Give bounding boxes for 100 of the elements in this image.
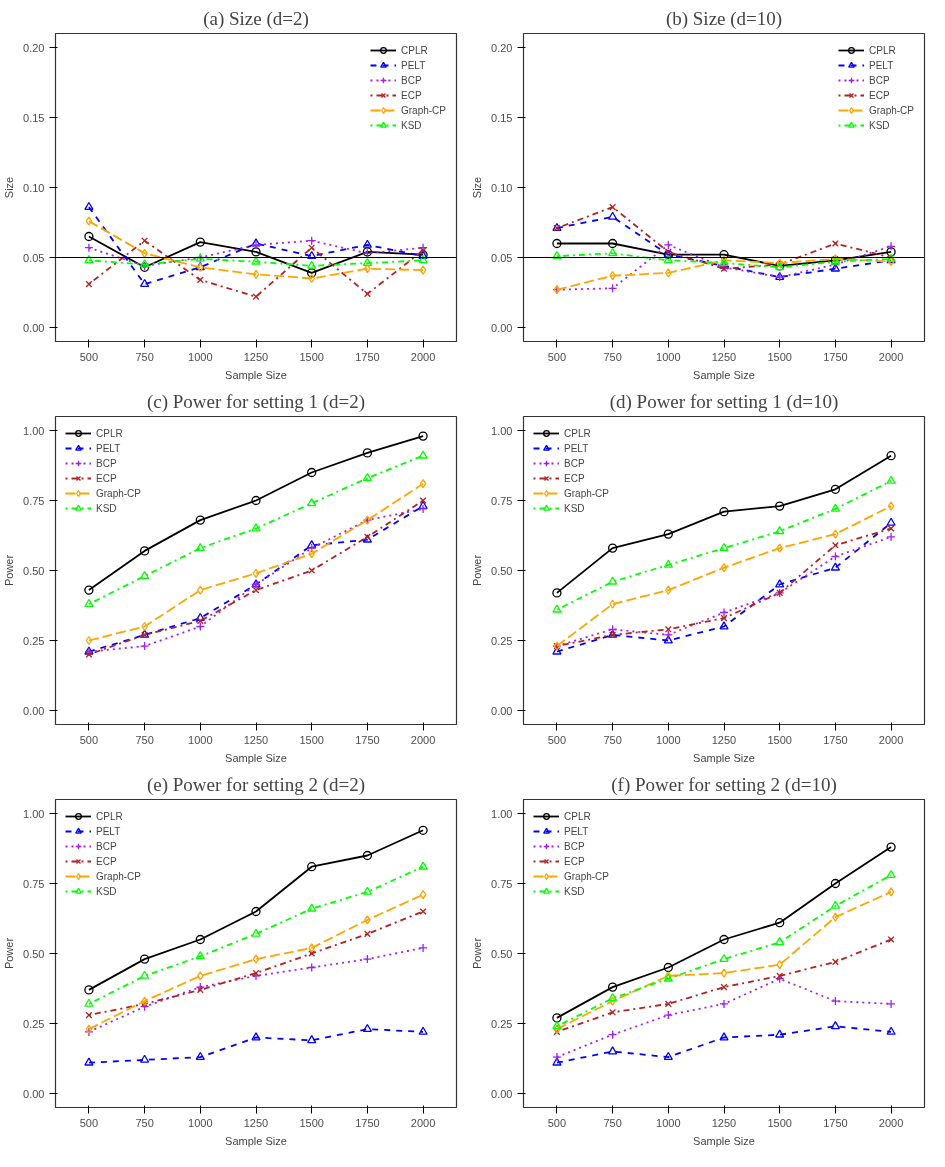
x-tick-label: 1500 [767, 733, 792, 746]
x-tick-label: 1000 [188, 350, 213, 363]
chart-title: (c) Power for setting 1 (d=2) [146, 390, 366, 413]
y-tick-label: 0.05 [491, 251, 513, 264]
legend-label: Graph-CP [564, 869, 610, 883]
x-tick-label: 1000 [656, 350, 681, 363]
x-tick-label: 750 [603, 1116, 622, 1129]
y-tick-label: 0.75 [23, 494, 45, 507]
x-tick-label: 1250 [243, 1116, 269, 1129]
legend-label: ECP [400, 88, 422, 102]
legend-label: Graph-CP [96, 869, 142, 883]
x-tick-label: 500 [547, 733, 567, 746]
y-tick-label: 0.10 [491, 181, 513, 194]
x-axis-title: Sample Size [693, 1134, 755, 1147]
legend-label: CPLR [96, 809, 123, 823]
y-tick-label: 0.00 [23, 704, 45, 717]
legend-label: BCP [564, 456, 585, 470]
x-tick-label: 500 [547, 1116, 567, 1129]
chart-title: (e) Power for setting 2 (d=2) [146, 773, 366, 796]
legend-label: Graph-CP [96, 486, 142, 500]
legend-label: Graph-CP [564, 486, 610, 500]
y-tick-label: 0.00 [491, 321, 513, 334]
y-tick-label: 0.20 [491, 41, 513, 54]
x-tick-label: 1750 [823, 350, 848, 363]
chart-title: (f) Power for setting 2 (d=10) [611, 773, 837, 796]
x-tick-label: 2000 [878, 733, 904, 746]
legend-label: KSD [96, 884, 117, 898]
x-tick-label: 2000 [410, 1116, 436, 1129]
y-tick-label: 0.25 [491, 634, 513, 647]
y-tick-label: 0.25 [23, 1017, 45, 1030]
y-tick-label: 0.50 [491, 564, 513, 577]
x-tick-label: 1000 [656, 1116, 681, 1129]
x-tick-label: 1000 [656, 733, 681, 746]
legend-label: CPLR [400, 43, 428, 57]
chart-title: (d) Power for setting 1 (d=10) [609, 390, 839, 413]
chart-title: (a) Size (d=2) [203, 7, 309, 30]
legend-label: CPLR [868, 43, 896, 57]
y-tick-label: 0.25 [491, 1017, 513, 1030]
x-axis-title: Sample Size [693, 751, 755, 764]
y-axis-title: Power [3, 937, 16, 970]
y-tick-label: 0.50 [491, 947, 513, 960]
x-tick-label: 500 [79, 350, 99, 363]
legend-label: Graph-CP [868, 103, 914, 117]
y-tick-label: 0.15 [491, 111, 513, 124]
x-tick-label: 1250 [711, 733, 737, 746]
x-tick-label: 750 [135, 733, 154, 746]
legend-label: ECP [96, 471, 117, 485]
x-tick-label: 750 [603, 350, 622, 363]
x-axis-title: Sample Size [225, 368, 287, 381]
x-tick-label: 1500 [299, 733, 324, 746]
legend-label: ECP [96, 854, 117, 868]
legend-label: PELT [564, 824, 589, 838]
x-tick-label: 500 [79, 1116, 99, 1129]
y-tick-label: 1.00 [23, 424, 45, 437]
legend-label: BCP [96, 839, 117, 853]
y-tick-label: 0.75 [491, 494, 513, 507]
x-tick-label: 1500 [767, 1116, 792, 1129]
y-axis-title: Power [3, 554, 16, 587]
x-tick-label: 750 [135, 350, 154, 363]
legend-label: PELT [96, 441, 121, 455]
y-tick-label: 0.50 [23, 947, 45, 960]
y-tick-label: 1.00 [23, 807, 45, 820]
x-tick-label: 1750 [823, 733, 848, 746]
y-axis-title: Power [471, 554, 484, 587]
legend-label: BCP [96, 456, 117, 470]
legend-label: CPLR [96, 426, 123, 440]
legend-label: CPLR [564, 809, 591, 823]
y-tick-label: 1.00 [491, 424, 513, 437]
x-tick-label: 1000 [188, 733, 213, 746]
x-tick-label: 1250 [711, 1116, 737, 1129]
x-tick-label: 1500 [299, 350, 324, 363]
legend-label: CPLR [564, 426, 591, 440]
x-tick-label: 1500 [299, 1116, 324, 1129]
legend-label: KSD [564, 501, 585, 515]
legend-label: ECP [868, 88, 890, 102]
legend-label: BCP [564, 839, 585, 853]
y-tick-label: 0.50 [23, 564, 45, 577]
chart-title: (b) Size (d=10) [665, 7, 783, 30]
y-axis-title: Power [471, 937, 484, 970]
x-tick-label: 1000 [188, 1116, 213, 1129]
x-tick-label: 1250 [243, 350, 269, 363]
legend-label: ECP [564, 854, 585, 868]
x-axis-title: Sample Size [225, 1134, 287, 1147]
x-tick-label: 1250 [243, 733, 269, 746]
x-tick-label: 1500 [767, 350, 792, 363]
x-tick-label: 500 [547, 350, 567, 363]
y-axis-title: Size [3, 176, 16, 199]
y-tick-label: 0.00 [23, 321, 45, 334]
x-tick-label: 1250 [711, 350, 737, 363]
x-axis-title: Sample Size [225, 751, 287, 764]
legend-label: PELT [400, 58, 426, 72]
y-axis-title: Size [471, 176, 484, 199]
y-tick-label: 0.00 [23, 1087, 45, 1100]
legend-label: PELT [96, 824, 121, 838]
y-tick-label: 0.10 [23, 181, 45, 194]
x-tick-label: 2000 [410, 733, 436, 746]
x-axis-title: Sample Size [693, 368, 755, 381]
y-tick-label: 0.15 [23, 111, 45, 124]
legend-label: PELT [564, 441, 589, 455]
x-tick-label: 750 [135, 1116, 154, 1129]
